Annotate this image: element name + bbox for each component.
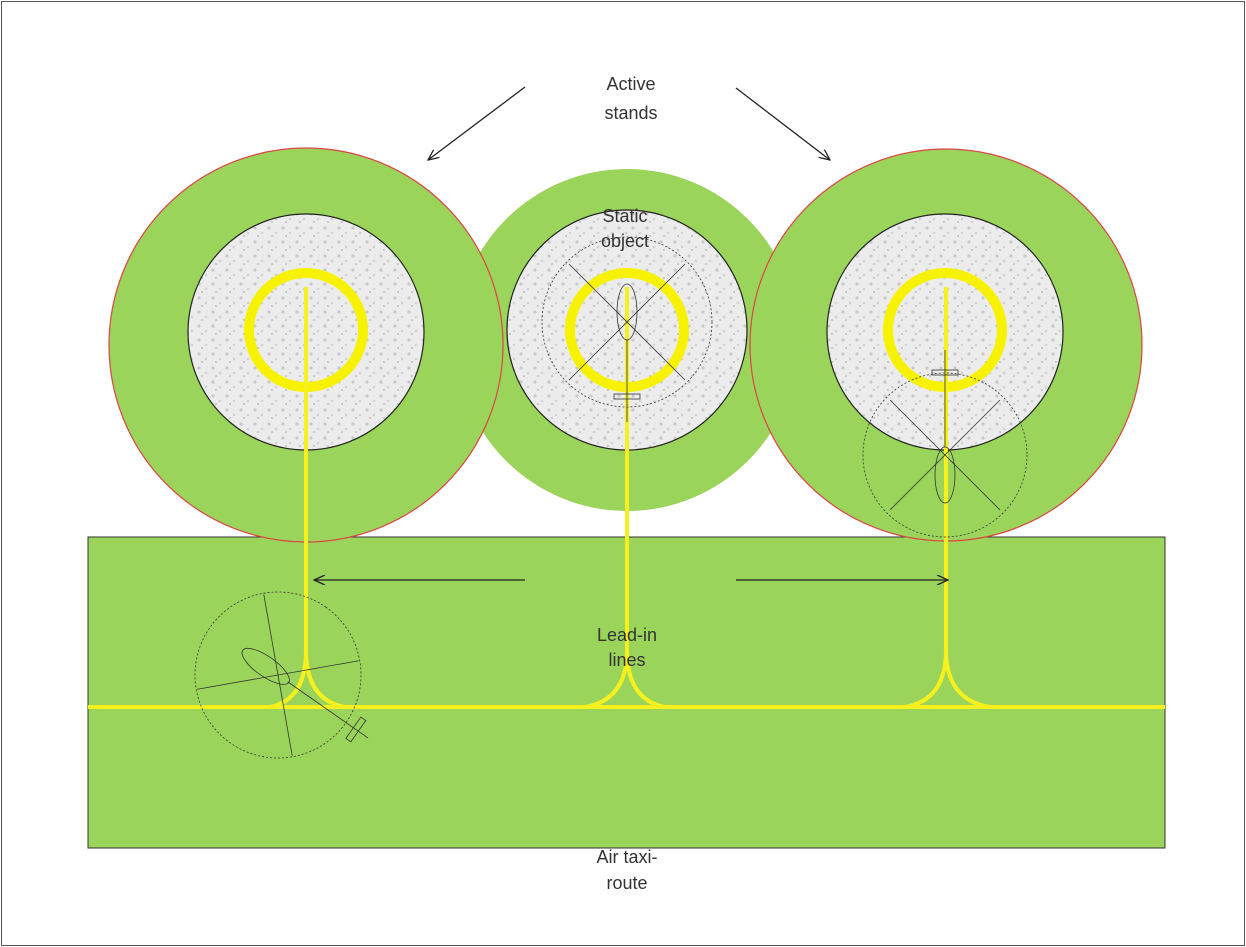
label-static-object: object [601, 231, 649, 251]
label-active-stands: stands [604, 103, 657, 123]
helicopter-static [541, 236, 713, 422]
label-lead-in-lines: lines [608, 650, 645, 670]
label-air-taxi-route: Air taxi- [596, 847, 657, 867]
label-lead-in-lines: Lead-in [597, 625, 657, 645]
helicopter-right [862, 350, 1028, 538]
lead-in-lines [88, 287, 1165, 709]
label-active-stands: Active [606, 74, 655, 94]
label-air-taxi-route: route [606, 873, 647, 893]
helicopter-taxiing [194, 591, 369, 759]
arrows [314, 86, 948, 580]
label-static-object: Static [602, 206, 647, 226]
